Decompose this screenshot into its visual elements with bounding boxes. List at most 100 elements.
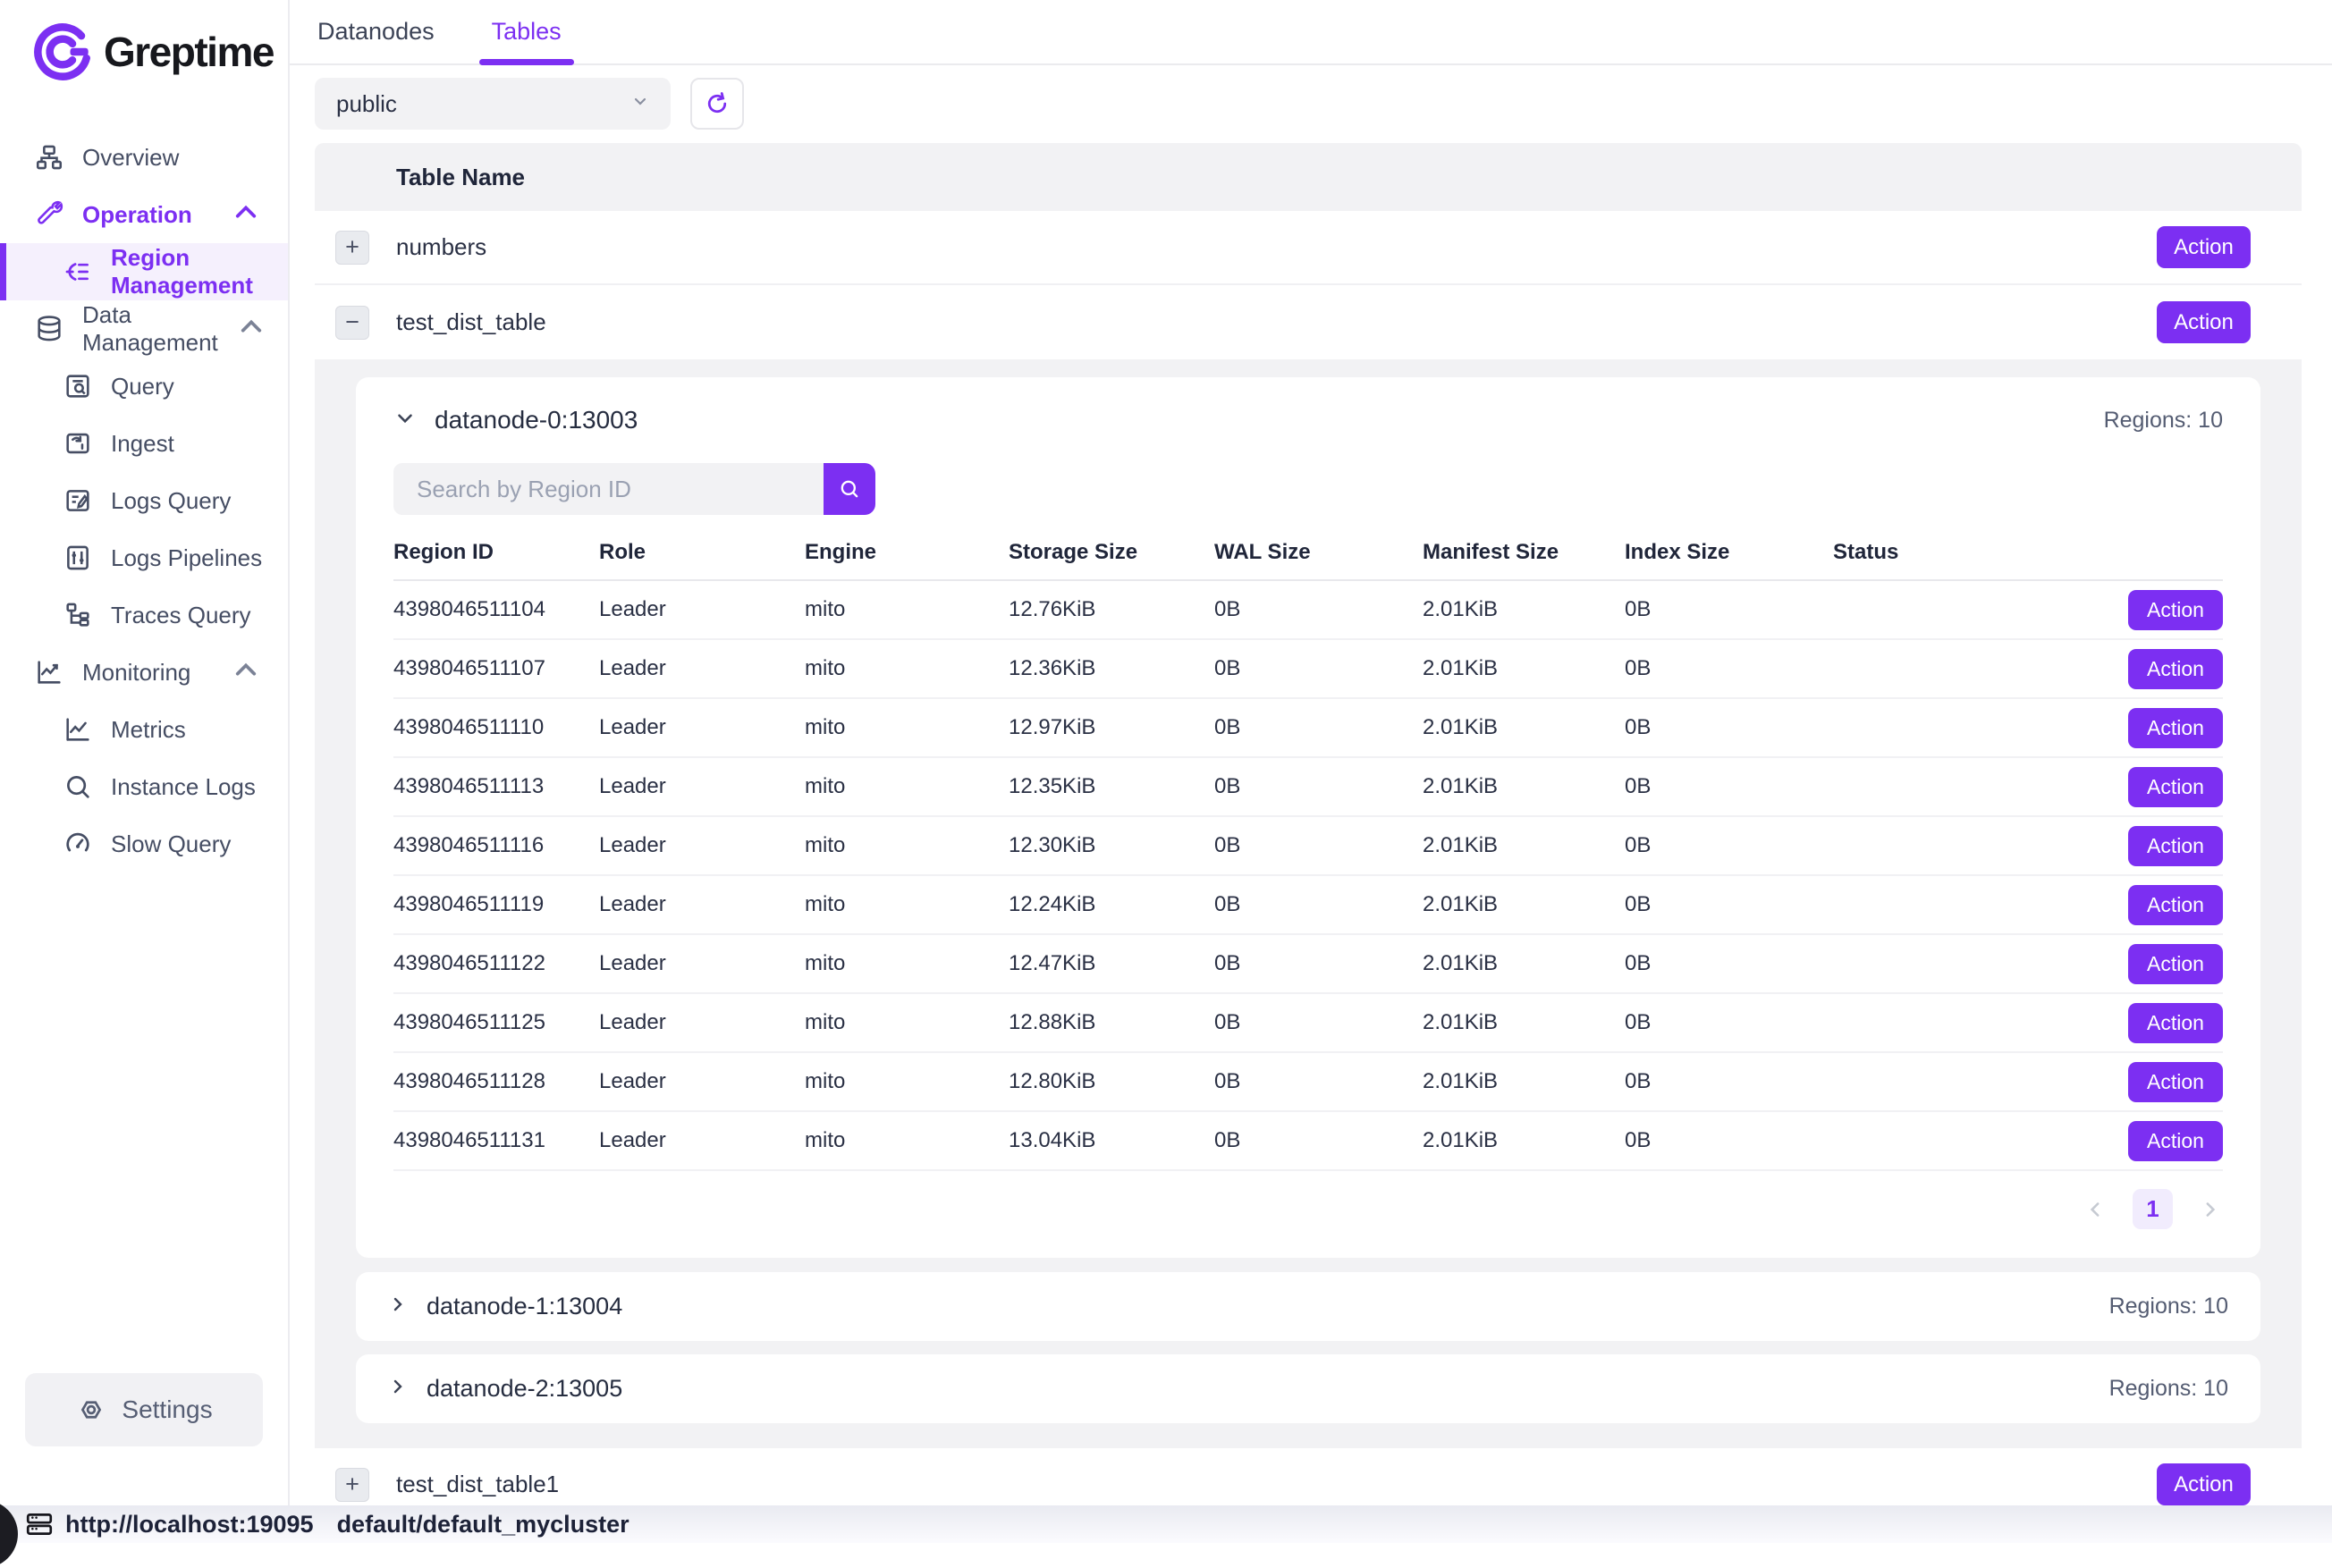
action-button[interactable]: Action (2128, 826, 2223, 866)
expand-toggle-button[interactable]: + (335, 1468, 369, 1502)
tab-tables[interactable]: Tables (492, 0, 562, 63)
action-button[interactable]: Action (2128, 767, 2223, 807)
schema-select[interactable]: public (315, 78, 671, 130)
manifest-size-cell: 2.01KiB (1423, 892, 1625, 917)
region-search-button[interactable] (824, 463, 875, 515)
region-id-cell: 4398046511110 (393, 715, 599, 740)
table-detail-zone: datanode-0:13003 Regions: 10 Region ID R… (315, 359, 2302, 1448)
action-button[interactable]: Action (2128, 1062, 2223, 1102)
sidebar-item-metrics[interactable]: Metrics (0, 701, 288, 758)
action-button[interactable]: Action (2128, 944, 2223, 984)
search-icon (837, 476, 862, 502)
next-page-button[interactable] (2198, 1198, 2221, 1221)
sidebar-item-region-management[interactable]: Region Management (0, 243, 288, 300)
action-button[interactable]: Action (2128, 1121, 2223, 1161)
sidebar-item-label: Data Management (82, 301, 218, 357)
action-button[interactable]: Action (2128, 590, 2223, 630)
cluster-icon (34, 142, 64, 173)
datanode-title: datanode-2:13005 (427, 1375, 622, 1403)
region-management-icon (63, 257, 93, 287)
sidebar-item-monitoring[interactable]: Monitoring (0, 644, 288, 701)
storage-size-cell: 12.80KiB (1009, 1069, 1214, 1094)
engine-cell: mito (805, 951, 1009, 976)
datanode-0-panel: datanode-0:13003 Regions: 10 Region ID R… (356, 377, 2260, 1258)
column-header: Index Size (1625, 540, 1833, 565)
regions-count: Regions: 10 (2109, 1376, 2228, 1402)
action-button[interactable]: Action (2128, 708, 2223, 748)
sidebar-item-overview[interactable]: Overview (0, 129, 288, 186)
expand-toggle-button[interactable]: + (335, 231, 369, 265)
content-area: public Table Name + numbers Action (290, 65, 2332, 1505)
column-header: Region ID (393, 540, 599, 565)
greptime-spiral-icon (32, 21, 93, 82)
region-table-row: 4398046511122 Leader mito 12.47KiB 0B 2.… (393, 935, 2223, 994)
sidebar-item-logs-query[interactable]: Logs Query (0, 472, 288, 529)
settings-label: Settings (122, 1395, 212, 1424)
server-url[interactable]: http://localhost:19095 (65, 1511, 314, 1538)
refresh-button[interactable] (690, 78, 744, 130)
settings-button[interactable]: Settings (25, 1373, 263, 1446)
prev-page-button[interactable] (2084, 1198, 2108, 1221)
action-button[interactable]: Action (2128, 885, 2223, 925)
schema-select-value: public (336, 90, 397, 118)
sidebar-item-ingest[interactable]: Ingest (0, 415, 288, 472)
sidebar-item-label: Traces Query (111, 602, 251, 629)
toolbar: public (315, 78, 2302, 130)
role-cell: Leader (599, 833, 805, 858)
role-cell: Leader (599, 1010, 805, 1035)
sidebar-item-data-management[interactable]: Data Management (0, 300, 288, 358)
region-table-row: 4398046511113 Leader mito 12.35KiB 0B 2.… (393, 758, 2223, 817)
engine-cell: mito (805, 1128, 1009, 1153)
monitoring-icon (34, 657, 64, 687)
column-header: Status (1833, 540, 2117, 565)
storage-size-cell: 12.97KiB (1009, 715, 1214, 740)
collapse-toggle-button[interactable]: − (335, 306, 369, 340)
sidebar-item-label: Operation (82, 201, 192, 229)
wal-size-cell: 0B (1214, 715, 1423, 740)
sidebar-item-traces-query[interactable]: Traces Query (0, 586, 288, 644)
region-table-row: 4398046511116 Leader mito 12.30KiB 0B 2.… (393, 817, 2223, 876)
chevron-up-icon (231, 654, 261, 691)
region-table-row: 4398046511131 Leader mito 13.04KiB 0B 2.… (393, 1112, 2223, 1171)
datanode-title: datanode-0:13003 (435, 406, 638, 434)
storage-size-cell: 12.36KiB (1009, 656, 1214, 681)
table-row-test-dist-table1: + test_dist_table1 Action (315, 1448, 2302, 1505)
table-name: numbers (396, 233, 486, 261)
wal-size-cell: 0B (1214, 1010, 1423, 1035)
region-search-input[interactable] (393, 463, 824, 515)
datanode-0-header[interactable]: datanode-0:13003 Regions: 10 (393, 377, 2223, 442)
datanode-1-panel[interactable]: datanode-1:13004 Regions: 10 (356, 1272, 2260, 1341)
status-bar: http://localhost:19095 default/default_m… (0, 1505, 2332, 1543)
sidebar-item-instance-logs[interactable]: Instance Logs (0, 758, 288, 815)
action-button[interactable]: Action (2128, 1003, 2223, 1043)
cluster-name[interactable]: default/default_mycluster (337, 1511, 629, 1538)
index-size-cell: 0B (1625, 597, 1833, 622)
storage-size-cell: 12.47KiB (1009, 951, 1214, 976)
page-number[interactable]: 1 (2133, 1189, 2173, 1229)
column-header: Role (599, 540, 805, 565)
storage-size-cell: 13.04KiB (1009, 1128, 1214, 1153)
sidebar-item-slow-query[interactable]: Slow Query (0, 815, 288, 873)
app-window: Greptime Overview Operation Region Manag… (0, 0, 2332, 1505)
action-button[interactable]: Action (2157, 1463, 2251, 1505)
action-button[interactable]: Action (2128, 649, 2223, 689)
manifest-size-cell: 2.01KiB (1423, 656, 1625, 681)
server-icon (24, 1509, 55, 1539)
tab-datanodes[interactable]: Datanodes (317, 0, 435, 63)
manifest-size-cell: 2.01KiB (1423, 597, 1625, 622)
datanode-2-panel[interactable]: datanode-2:13005 Regions: 10 (356, 1354, 2260, 1423)
main-area: Datanodes Tables public Table Name + (290, 0, 2332, 1505)
sidebar-item-logs-pipelines[interactable]: Logs Pipelines (0, 529, 288, 586)
region-table-row: 4398046511104 Leader mito 12.76KiB 0B 2.… (393, 581, 2223, 640)
manifest-size-cell: 2.01KiB (1423, 1128, 1625, 1153)
sidebar-item-operation[interactable]: Operation (0, 186, 288, 243)
engine-cell: mito (805, 774, 1009, 799)
greptime-logo: Greptime (0, 0, 288, 89)
action-button[interactable]: Action (2157, 301, 2251, 343)
engine-cell: mito (805, 1069, 1009, 1094)
sidebar-item-query[interactable]: Query (0, 358, 288, 415)
search-icon (63, 771, 93, 802)
action-button[interactable]: Action (2157, 226, 2251, 268)
region-id-cell: 4398046511122 (393, 951, 599, 976)
query-icon (63, 371, 93, 401)
